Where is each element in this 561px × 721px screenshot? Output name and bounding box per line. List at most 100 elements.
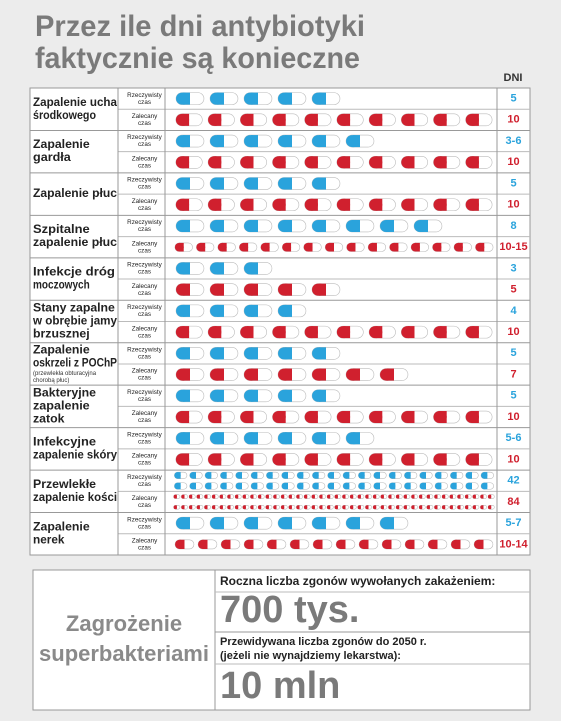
condition-name: gardła bbox=[33, 152, 71, 164]
row-label: czas bbox=[138, 269, 151, 276]
condition-name: brzusznej bbox=[33, 329, 90, 341]
pill-half bbox=[290, 505, 292, 510]
condition-name: zapalenie płuc bbox=[33, 237, 118, 249]
pill-row bbox=[175, 134, 375, 148]
pill-half bbox=[440, 326, 447, 339]
pill-row bbox=[175, 389, 341, 403]
row-label: czas bbox=[138, 502, 151, 509]
pill-half bbox=[319, 219, 326, 232]
pill-row bbox=[175, 347, 341, 360]
pill-half bbox=[254, 482, 258, 490]
pill-half bbox=[428, 505, 430, 510]
row-label: czas bbox=[138, 311, 151, 318]
pill-half bbox=[397, 494, 400, 499]
pill-half bbox=[251, 262, 258, 275]
pill-half bbox=[466, 505, 469, 510]
pill-half bbox=[214, 453, 222, 466]
pill-half bbox=[198, 505, 200, 510]
condition-name: zapalenie bbox=[33, 400, 90, 412]
pill-half bbox=[421, 219, 428, 232]
pill-half bbox=[182, 505, 185, 510]
pill-half bbox=[320, 494, 323, 499]
condition-name: zatok bbox=[33, 413, 65, 425]
pill-half bbox=[279, 326, 286, 339]
pill-half bbox=[382, 494, 384, 499]
pill-half bbox=[214, 411, 222, 424]
pill-half bbox=[353, 368, 360, 381]
pill-half bbox=[290, 494, 292, 499]
pill-half bbox=[440, 453, 447, 466]
pill-half bbox=[478, 539, 484, 549]
pill-half bbox=[251, 92, 258, 105]
pill-half bbox=[297, 505, 300, 510]
pill-half bbox=[221, 505, 223, 510]
pill-half bbox=[175, 494, 177, 499]
pill-half bbox=[183, 517, 190, 530]
pill-half bbox=[269, 482, 273, 490]
row-label: Rzeczywisty bbox=[127, 134, 162, 141]
summary-heading: superbakteriami bbox=[39, 641, 209, 666]
pill-half bbox=[251, 283, 258, 296]
pill-half bbox=[343, 411, 351, 424]
pill-half bbox=[279, 156, 286, 169]
days-value: 5-6 bbox=[506, 432, 522, 444]
pill-row bbox=[175, 177, 341, 190]
days-value: 5 bbox=[510, 347, 516, 359]
pill-half bbox=[274, 505, 277, 510]
pill-half bbox=[407, 156, 415, 169]
pill-row bbox=[175, 368, 409, 381]
pill-half bbox=[319, 517, 326, 530]
pill-half bbox=[214, 198, 222, 211]
pill-half bbox=[182, 411, 190, 424]
row-label: Rzeczywisty bbox=[127, 262, 162, 269]
pill-half bbox=[313, 505, 315, 510]
pill-half bbox=[393, 242, 399, 252]
pill-half bbox=[214, 156, 222, 169]
pill-half bbox=[440, 156, 447, 169]
pill-half bbox=[479, 242, 485, 252]
pill-row bbox=[175, 219, 443, 233]
pill-half bbox=[472, 326, 479, 339]
pill-half bbox=[279, 113, 286, 126]
pill-half bbox=[222, 242, 227, 252]
pill-half bbox=[217, 283, 224, 296]
pill-half bbox=[361, 472, 365, 479]
pill-half bbox=[246, 326, 254, 339]
pill-half bbox=[217, 389, 224, 402]
row-label: Rzeczywisty bbox=[127, 92, 162, 99]
pill-half bbox=[285, 389, 292, 402]
pill-half bbox=[343, 326, 351, 339]
pill-half bbox=[392, 472, 396, 479]
pill-half bbox=[236, 494, 239, 499]
pill-half bbox=[183, 177, 190, 190]
pill-row bbox=[175, 262, 273, 275]
pill-half bbox=[472, 113, 479, 126]
summary-label: Przewidywana liczba zgonów do 2050 r. bbox=[220, 636, 427, 648]
pill-half bbox=[246, 156, 254, 169]
pill-half bbox=[346, 482, 350, 490]
pill-half bbox=[282, 505, 285, 510]
pill-half bbox=[251, 135, 258, 148]
pill-half bbox=[285, 135, 292, 148]
pill-half bbox=[251, 368, 258, 381]
pill-half bbox=[251, 432, 258, 445]
days-value: 3 bbox=[510, 262, 516, 274]
pill-half bbox=[319, 368, 326, 381]
pill-half bbox=[182, 326, 190, 339]
summary-heading: Zagrożenie bbox=[66, 611, 182, 636]
pill-half bbox=[472, 156, 479, 169]
pill-half bbox=[300, 472, 304, 479]
pill-half bbox=[455, 539, 461, 549]
days-value: 5 bbox=[510, 93, 516, 105]
pill-half bbox=[208, 472, 212, 479]
pill-half bbox=[453, 472, 457, 479]
pill-half bbox=[435, 494, 438, 499]
pill-half bbox=[251, 505, 254, 510]
days-value: 10 bbox=[507, 114, 519, 126]
pill-half bbox=[228, 494, 231, 499]
pill-half bbox=[286, 242, 292, 252]
pill-half bbox=[192, 482, 196, 490]
condition-name: nerek bbox=[33, 534, 65, 546]
pill-half bbox=[267, 505, 269, 510]
